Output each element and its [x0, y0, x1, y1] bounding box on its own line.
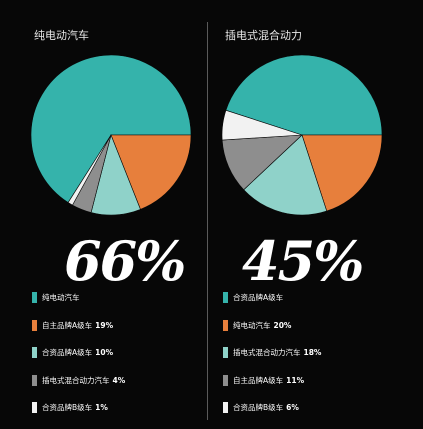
panel-phev: 插电式混合动力 45% 合资品牌A级车 纯电动汽车 20% 插电式混合动力汽车 …	[212, 0, 423, 429]
legend-swatch	[32, 292, 37, 304]
legend-swatch	[223, 374, 228, 386]
pie-slice	[110, 134, 192, 210]
legend: 纯电动汽车 自主品牌A级车 19% 合资品牌A级车 10% 插电式混合动力汽车 …	[32, 284, 125, 422]
pie-slice	[30, 54, 192, 203]
legend-label: 合资品牌A级车	[42, 348, 93, 358]
legend-value: 19%	[95, 320, 114, 330]
legend-label: 插电式混合动力汽车	[42, 375, 110, 385]
pie-slice	[243, 134, 328, 216]
legend-value: 18%	[303, 348, 322, 358]
legend-swatch	[223, 347, 228, 359]
legend-item: 纯电动汽车 20%	[223, 312, 321, 340]
headline-percentage: 45%	[242, 229, 364, 293]
legend: 合资品牌A级车 纯电动汽车 20% 插电式混合动力汽车 18% 自主品牌A级车 …	[223, 284, 321, 422]
legend-item: 插电式混合动力汽车 18%	[223, 339, 321, 367]
panel-title: 纯电动汽车	[34, 29, 89, 42]
legend-item: 合资品牌B级车 1%	[32, 394, 125, 422]
panel-divider	[207, 22, 208, 420]
panel-title: 插电式混合动力	[225, 29, 302, 42]
legend-value: 20%	[273, 320, 292, 330]
legend-swatch	[32, 402, 37, 414]
legend-swatch	[223, 292, 228, 304]
legend-swatch	[32, 319, 37, 331]
pie-chart-phev	[221, 54, 383, 216]
legend-label: 自主品牌A级车	[233, 375, 284, 385]
legend-label: 合资品牌B级车	[42, 403, 93, 413]
legend-value: 10%	[95, 348, 114, 358]
legend-value: 6%	[286, 403, 299, 413]
pie-chart-bev	[30, 54, 192, 216]
pie-slice	[301, 134, 383, 212]
legend-label: 合资品牌A级车	[233, 293, 284, 303]
legend-swatch	[223, 319, 228, 331]
legend-label: 合资品牌B级车	[233, 403, 284, 413]
legend-value: 11%	[286, 375, 305, 385]
legend-label: 插电式混合动力汽车	[233, 348, 301, 358]
legend-item: 合资品牌B级车 6%	[223, 394, 321, 422]
legend-label: 纯电动汽车	[42, 293, 80, 303]
legend-swatch	[32, 347, 37, 359]
legend-value: 4%	[112, 375, 126, 385]
pie-slice	[67, 134, 112, 206]
legend-item: 纯电动汽车	[32, 284, 125, 312]
legend-item: 合资品牌A级车 10%	[32, 339, 125, 367]
pie-slice	[221, 109, 303, 141]
legend-item: 自主品牌A级车 11%	[223, 367, 321, 395]
panel-bev: 纯电动汽车 66% 纯电动汽车 自主品牌A级车 19% 合资品牌A级车 10% …	[0, 0, 211, 429]
pie-slice	[225, 54, 383, 136]
headline-percentage: 66%	[64, 229, 186, 293]
legend-item: 自主品牌A级车 19%	[32, 312, 125, 340]
legend-label: 自主品牌A级车	[42, 320, 93, 330]
legend-item: 合资品牌A级车	[223, 284, 321, 312]
legend-swatch	[32, 374, 37, 386]
legend-label: 纯电动汽车	[233, 320, 271, 330]
legend-value: 1%	[95, 403, 108, 413]
legend-item: 插电式混合动力汽车 4%	[32, 367, 125, 395]
legend-swatch	[223, 402, 228, 414]
